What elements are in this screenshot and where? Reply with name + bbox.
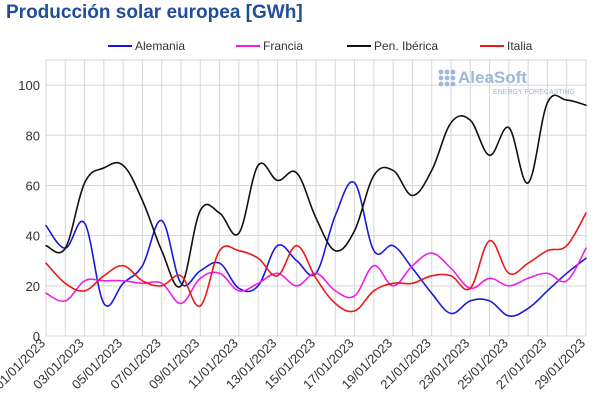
series-line-italia <box>45 212 587 313</box>
logo-tagline: ENERGY FORECASTING <box>493 89 575 96</box>
logo-name: AleaSoft <box>458 68 527 87</box>
chart-title: Producción solar europea [GWh] <box>6 2 303 23</box>
grid <box>45 59 587 337</box>
series <box>45 94 587 317</box>
aleasoft-logo: AleaSoft ENERGY FORECASTING <box>438 68 575 96</box>
y-tick-label: 100 <box>18 78 40 93</box>
y-tick-label: 80 <box>26 128 40 143</box>
legend-label-alemania: Alemania <box>135 39 185 53</box>
logo-mark-icon <box>438 69 456 87</box>
legend-label-pen-iberica: Pen. Ibérica <box>374 39 438 53</box>
y-tick-label: 40 <box>26 229 40 244</box>
legend: Alemania Francia Pen. Ibérica Italia <box>108 39 533 53</box>
series-line-francia <box>45 247 587 305</box>
y-tick-label: 60 <box>26 178 40 193</box>
legend-label-italia: Italia <box>507 39 533 53</box>
y-tick-label: 0 <box>33 329 40 344</box>
legend-label-francia: Francia <box>263 39 303 53</box>
series-line-pen-iberica <box>45 94 587 288</box>
y-tick-label: 20 <box>26 279 40 294</box>
